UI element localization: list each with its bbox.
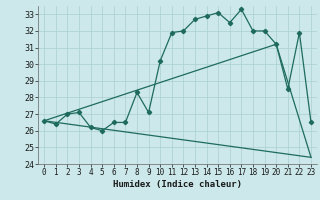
- X-axis label: Humidex (Indice chaleur): Humidex (Indice chaleur): [113, 180, 242, 189]
